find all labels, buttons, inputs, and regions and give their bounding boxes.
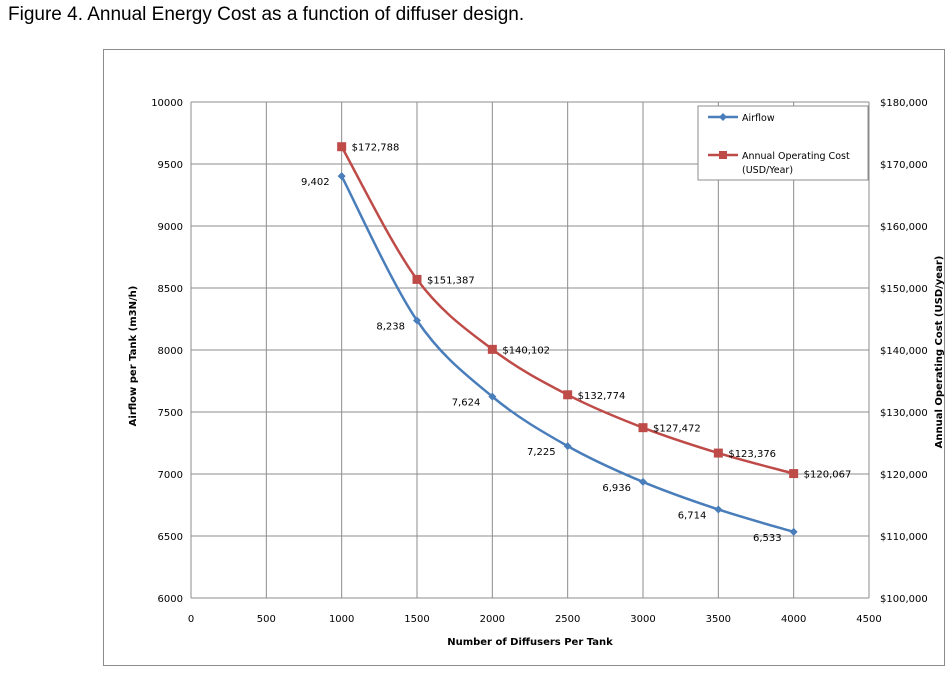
- legend-cost-marker: [719, 151, 727, 159]
- y2-axis-title: Annual Operating Cost (USD/year): [934, 256, 945, 449]
- cost-data-label: $123,376: [728, 449, 776, 460]
- airflow-point: [789, 527, 798, 536]
- y2-tick-label: $180,000: [880, 98, 928, 109]
- cost-data-label: $151,387: [427, 275, 475, 286]
- y-tick-label: 6500: [158, 532, 183, 543]
- cost-point: [789, 469, 799, 479]
- airflow-data-label: 6,936: [602, 483, 631, 494]
- cost-point: [487, 344, 497, 354]
- cost-point: [412, 274, 422, 284]
- airflow-point: [488, 392, 497, 401]
- x-tick-label: 2000: [480, 614, 505, 625]
- x-tick-label: 2500: [555, 614, 580, 625]
- y-tick-label: 10000: [151, 98, 183, 109]
- y2-tick-label: $140,000: [880, 346, 928, 357]
- y-tick-label: 7000: [158, 470, 183, 481]
- legend-cost-label: Annual Operating Cost: [742, 151, 850, 162]
- y2-tick-label: $120,000: [880, 470, 928, 481]
- cost-data-label: $132,774: [578, 391, 626, 402]
- x-tick-label: 1000: [329, 614, 354, 625]
- x-tick-label: 3000: [630, 614, 655, 625]
- x-tick-label: 0: [188, 614, 194, 625]
- x-tick-label: 1500: [404, 614, 429, 625]
- airflow-point: [563, 442, 572, 451]
- legend-airflow-marker: [719, 113, 727, 121]
- cost-point: [638, 423, 648, 433]
- airflow-point: [714, 505, 723, 514]
- legend-box: [697, 105, 869, 181]
- y2-tick-label: $100,000: [880, 594, 928, 605]
- y-tick-label: 7500: [158, 408, 183, 419]
- x-axis-title: Number of Diffusers Per Tank: [447, 637, 613, 648]
- legend-cost-label-line2: (USD/Year): [742, 165, 793, 176]
- cost-data-label: $140,102: [502, 345, 550, 356]
- cost-point: [713, 448, 723, 458]
- y2-tick-label: $160,000: [880, 222, 928, 233]
- x-tick-label: 500: [257, 614, 276, 625]
- cost-point: [563, 390, 573, 400]
- y2-tick-label: $170,000: [880, 160, 928, 171]
- y2-tick-label: $130,000: [880, 408, 928, 419]
- airflow-point: [337, 172, 346, 181]
- figure-title: Figure 4. Annual Energy Cost as a functi…: [8, 4, 525, 25]
- airflow-data-label: 7,624: [452, 398, 481, 409]
- cost-data-label: $127,472: [653, 424, 701, 435]
- y2-tick-label: $150,000: [880, 284, 928, 295]
- y-tick-label: 6000: [158, 594, 183, 605]
- legend-airflow-label: Airflow: [742, 113, 775, 124]
- airflow-point: [413, 316, 421, 325]
- y-tick-label: 8500: [158, 284, 183, 295]
- x-tick-label: 4000: [781, 614, 806, 625]
- y2-tick-label: $110,000: [880, 532, 928, 543]
- y-axis-title: Airflow per Tank (m3N/h): [128, 286, 139, 427]
- airflow-data-label: 6,714: [678, 510, 707, 521]
- x-tick-label: 4500: [856, 614, 881, 625]
- y-tick-label: 8000: [158, 346, 183, 357]
- cost-data-label: $120,067: [804, 470, 852, 481]
- cost-point: [337, 142, 347, 152]
- x-tick-label: 3500: [706, 614, 731, 625]
- airflow-point: [639, 477, 647, 486]
- airflow-data-label: 9,402: [301, 177, 330, 188]
- airflow-data-label: 8,238: [376, 321, 405, 332]
- airflow-data-label: 6,533: [753, 533, 782, 544]
- y-tick-label: 9000: [158, 222, 183, 233]
- cost-data-label: $172,788: [352, 143, 400, 154]
- y-tick-label: 9500: [158, 160, 183, 171]
- airflow-data-label: 7,225: [527, 447, 556, 458]
